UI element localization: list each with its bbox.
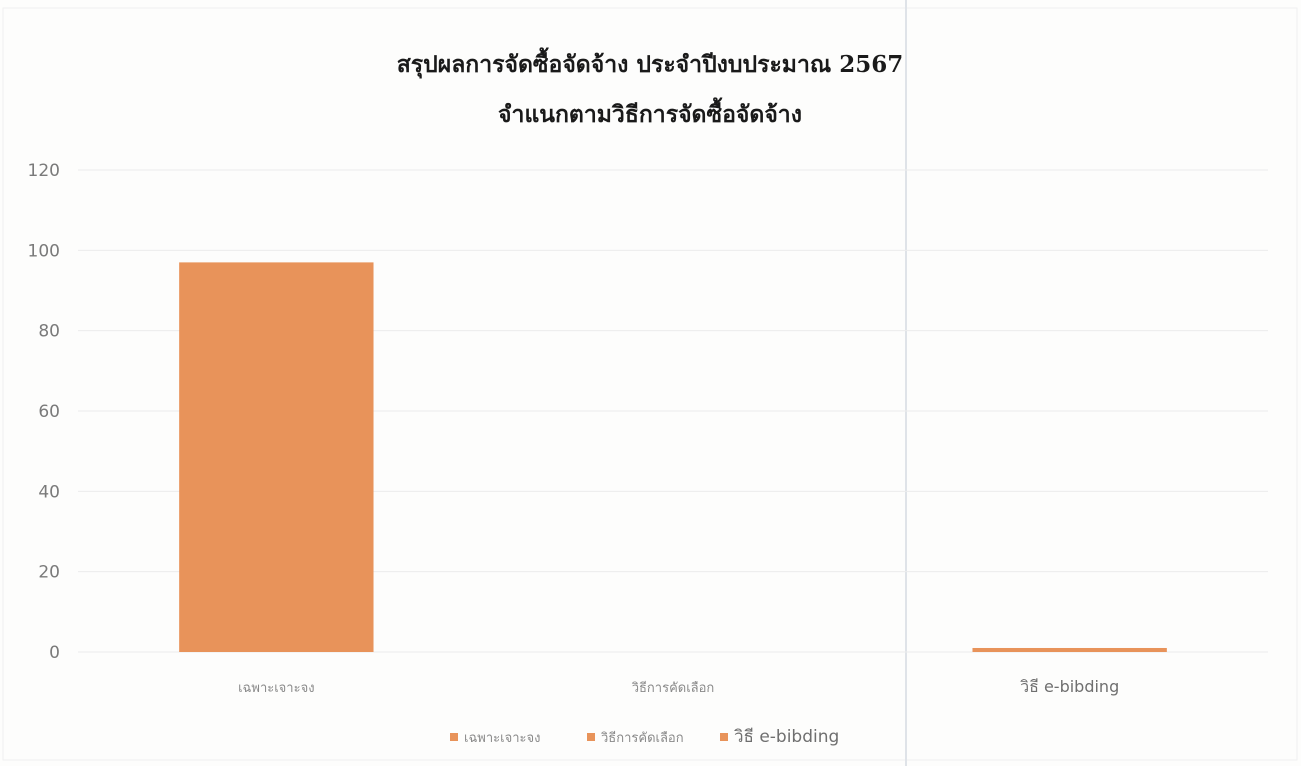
bar-1 [179,262,374,652]
y-tick-label-120: 120 [28,161,60,181]
y-axis-ticks: 0 20 40 60 80 100 120 [28,161,60,663]
bar-3 [972,647,1167,652]
chart-frame [2,7,1298,761]
x-tick-label-1: เฉพาะเจาะจง [238,681,314,696]
chart-title: สรุปผลการจัดซื้อจัดจ้าง ประจำปีงบประมาณ … [397,47,904,79]
x-tick-label-2: วิธีการคัดเลือก [631,680,714,696]
x-axis-labels: เฉพาะเจาะจง วิธีการคัดเลือก วิธี e-bibding [238,677,1119,696]
legend-label-1: เฉพาะเจาะจง [464,731,540,746]
legend-label-3: วิธี e-bibding [734,727,840,747]
y-tick-label-80: 80 [38,322,60,342]
legend-swatch-2 [587,733,595,741]
y-tick-label-100: 100 [28,241,60,261]
x-tick-label-3: วิธี e-bibding [1020,677,1119,696]
bars [179,262,1167,652]
y-tick-label-20: 20 [38,563,60,583]
y-tick-label-40: 40 [38,482,60,502]
y-tick-label-60: 60 [38,402,60,422]
legend-label-2: วิธีการคัดเลือก [600,730,683,746]
legend: เฉพาะเจาะจง วิธีการคัดเลือก วิธี e-bibding [450,727,839,747]
y-tick-label-0: 0 [49,643,60,663]
chart-subtitle: จำแนกตามวิธีการจัดซื้อจัดจ้าง [498,97,802,128]
legend-swatch-1 [450,733,458,741]
legend-swatch-3 [720,733,728,741]
